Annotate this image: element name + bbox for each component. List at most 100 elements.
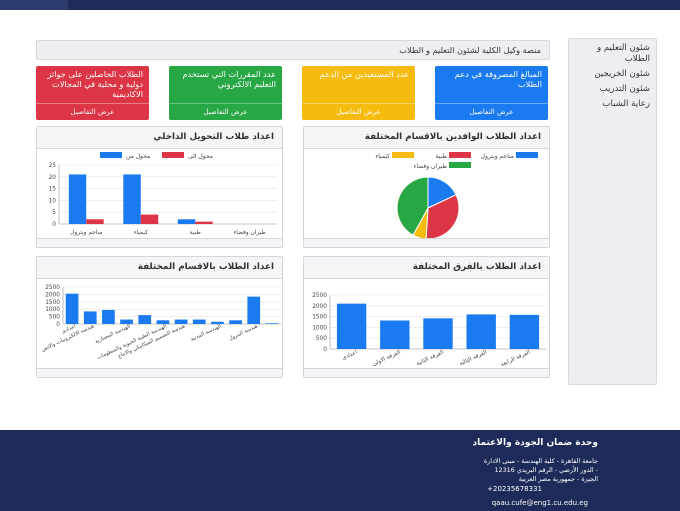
y-tick-label: 500: [49, 315, 60, 321]
panel-title: اعداد طلاب التحويل الداخلي: [37, 127, 282, 149]
sidebar-item-training[interactable]: شئون التدريب: [599, 84, 650, 94]
view-details-link[interactable]: عرض التفاصيل: [435, 103, 548, 120]
bar: [211, 321, 224, 324]
view-details-link[interactable]: عرض التفاصيل: [169, 103, 282, 120]
x-tick-label: طبية: [190, 230, 202, 236]
legend-swatch: [516, 152, 538, 158]
legend-swatch: [392, 152, 414, 158]
x-tick-label: مناجم وبترول: [70, 230, 102, 236]
panel-footer: [37, 238, 282, 247]
stat-card-support-amounts: المبالغ المصروفة في دعم الطلاب عرض التفا…: [435, 66, 548, 120]
bar: [102, 309, 115, 324]
expat-pie-chart: مناجم وبترول طبية كيمياء طيران وفضاء: [375, 152, 538, 240]
bar: [120, 319, 133, 324]
x-tick-label: الهندسة المدنية: [190, 323, 222, 342]
bar: [423, 318, 453, 349]
bar: [192, 319, 206, 324]
legend-swatch: [162, 152, 184, 158]
y-tick-label: 25: [49, 163, 57, 169]
stat-card-support-beneficiaries: عدد المستفيدين من الدعم عرض التفاصيل: [302, 66, 415, 120]
stat-card-elearning-courses: عدد المقررات التي تستخدم التعليم الالكتر…: [169, 66, 282, 120]
legend-label: طبية: [435, 153, 447, 160]
bar: [247, 296, 261, 324]
legend-swatch: [449, 152, 471, 158]
department-students-panel: اعداد الطلاب بالاقسام المختلفة 0 500 1000 1…: [36, 256, 283, 378]
bar: [466, 314, 496, 349]
card-title: عدد المستفيدين من الدعم: [319, 69, 409, 79]
bar: [177, 219, 196, 224]
y-tick-label: 1500: [45, 300, 60, 306]
panel-footer: [304, 238, 549, 247]
stat-card-award-students: الطلاب الحاصلين على جوائز دولية و محلية …: [36, 66, 149, 120]
y-tick-label: 0: [323, 347, 327, 353]
footer: وحدة ضمان الجودة والاعتماد جامعة القاهرة…: [0, 430, 680, 511]
legend-label: طيران وفضاء: [414, 163, 448, 170]
year-students-panel: اعداد الطلاب بالفرق المختلفة 0 500 1000 150…: [303, 256, 550, 378]
x-tick-label: هندسة البترول: [228, 323, 259, 342]
card-title: المبالغ المصروفة في دعم الطلاب: [454, 69, 542, 89]
bar: [83, 311, 97, 324]
bar: [509, 314, 540, 349]
x-tick-label: اعدادى: [341, 349, 359, 361]
footer-title: وحدة ضمان الجودة والاعتماد: [472, 438, 598, 448]
pie-slice: [396, 176, 429, 236]
y-tick-label: 1500: [312, 315, 327, 321]
bar: [156, 320, 170, 324]
y-tick-label: 2000: [45, 292, 60, 298]
sidebar-item-student-affairs[interactable]: شئون التعليم و الطلاب: [596, 43, 650, 64]
bar: [229, 320, 242, 324]
x-tick-label: الفرقة الثالثة: [459, 349, 489, 367]
expat-students-panel: اعداد الطلاب الوافدين بالاقسام المختلفة …: [303, 126, 550, 248]
transfer-bar-chart: 0 5 10 15 20 25 محول الى محول من مناجم وبترول كيم…: [49, 152, 277, 236]
card-title: الطلاب الحاصلين على جوائز دولية و محلية …: [47, 69, 143, 99]
transfer-students-panel: اعداد طلاب التحويل الداخلي 0 5 10 15 20 25 محو…: [36, 126, 283, 248]
y-tick-label: 1000: [45, 307, 60, 313]
legend-label: كيمياء: [375, 153, 390, 160]
legend-swatch: [100, 152, 122, 158]
bar: [86, 219, 104, 224]
bar: [123, 174, 141, 224]
y-tick-label: 2000: [312, 304, 327, 310]
panel-title: اعداد الطلاب الوافدين بالاقسام المختلفة: [304, 127, 549, 149]
y-tick-label: 500: [316, 336, 327, 342]
x-tick-label: الفرقة الرابعة: [500, 349, 532, 368]
panel-title: اعداد الطلاب بالفرق المختلفة: [304, 257, 549, 279]
footer-phone: +20235678331: [487, 485, 542, 493]
x-tick-label: طيران وفضاء: [234, 230, 267, 236]
x-tick-label: الفرقة الثانية: [416, 349, 446, 367]
view-details-link[interactable]: عرض التفاصيل: [36, 103, 149, 120]
page-title: منصة وكيل الكلية لشئون التعليم و الطلاب: [36, 40, 550, 60]
legend-swatch: [449, 162, 471, 168]
top-bar: [0, 0, 680, 10]
panel-title: اعداد الطلاب بالاقسام المختلفة: [37, 257, 282, 279]
x-tick-label: اعدادى: [61, 323, 77, 335]
y-tick-label: 2500: [45, 285, 60, 291]
legend-label: محول من: [126, 153, 150, 160]
footer-email[interactable]: qaau.cufe@eng1.cu.edu.eg: [491, 499, 588, 507]
y-tick-label: 20: [49, 175, 57, 181]
legend-label: مناجم وبترول: [481, 153, 514, 160]
x-tick-label: الفرقة الاولى: [372, 349, 403, 367]
x-tick-label: كيمياء: [134, 229, 148, 236]
bar: [336, 303, 367, 349]
y-tick-label: 10: [49, 198, 57, 204]
footer-address: جامعة القاهرة - كلية الهندسة - مبنى الاد…: [483, 457, 598, 483]
sidebar: شئون التعليم و الطلاب شئون الخريجين شئون…: [568, 38, 657, 385]
y-tick-label: 0: [52, 222, 56, 228]
sidebar-item-graduates[interactable]: شئون الخريجين: [594, 69, 650, 79]
y-tick-label: 5: [52, 210, 56, 216]
bar: [138, 315, 152, 324]
bar: [140, 214, 159, 224]
legend-label: محول الى: [188, 153, 213, 160]
top-bar-accent: [0, 0, 68, 10]
years-bar-chart: 0 500 1000 1500 2000 2500 اعدادى الفرقة الاولى ا…: [312, 293, 546, 368]
sidebar-item-youth-care[interactable]: رعاية الشباب: [602, 99, 650, 109]
card-title: عدد المقررات التي تستخدم التعليم الالكتر…: [182, 69, 276, 89]
view-details-link[interactable]: عرض التفاصيل: [302, 103, 415, 120]
bar: [174, 319, 188, 324]
bar: [380, 320, 410, 349]
panel-footer: [37, 368, 282, 377]
y-tick-label: 2500: [312, 293, 327, 299]
y-tick-label: 15: [49, 187, 57, 193]
